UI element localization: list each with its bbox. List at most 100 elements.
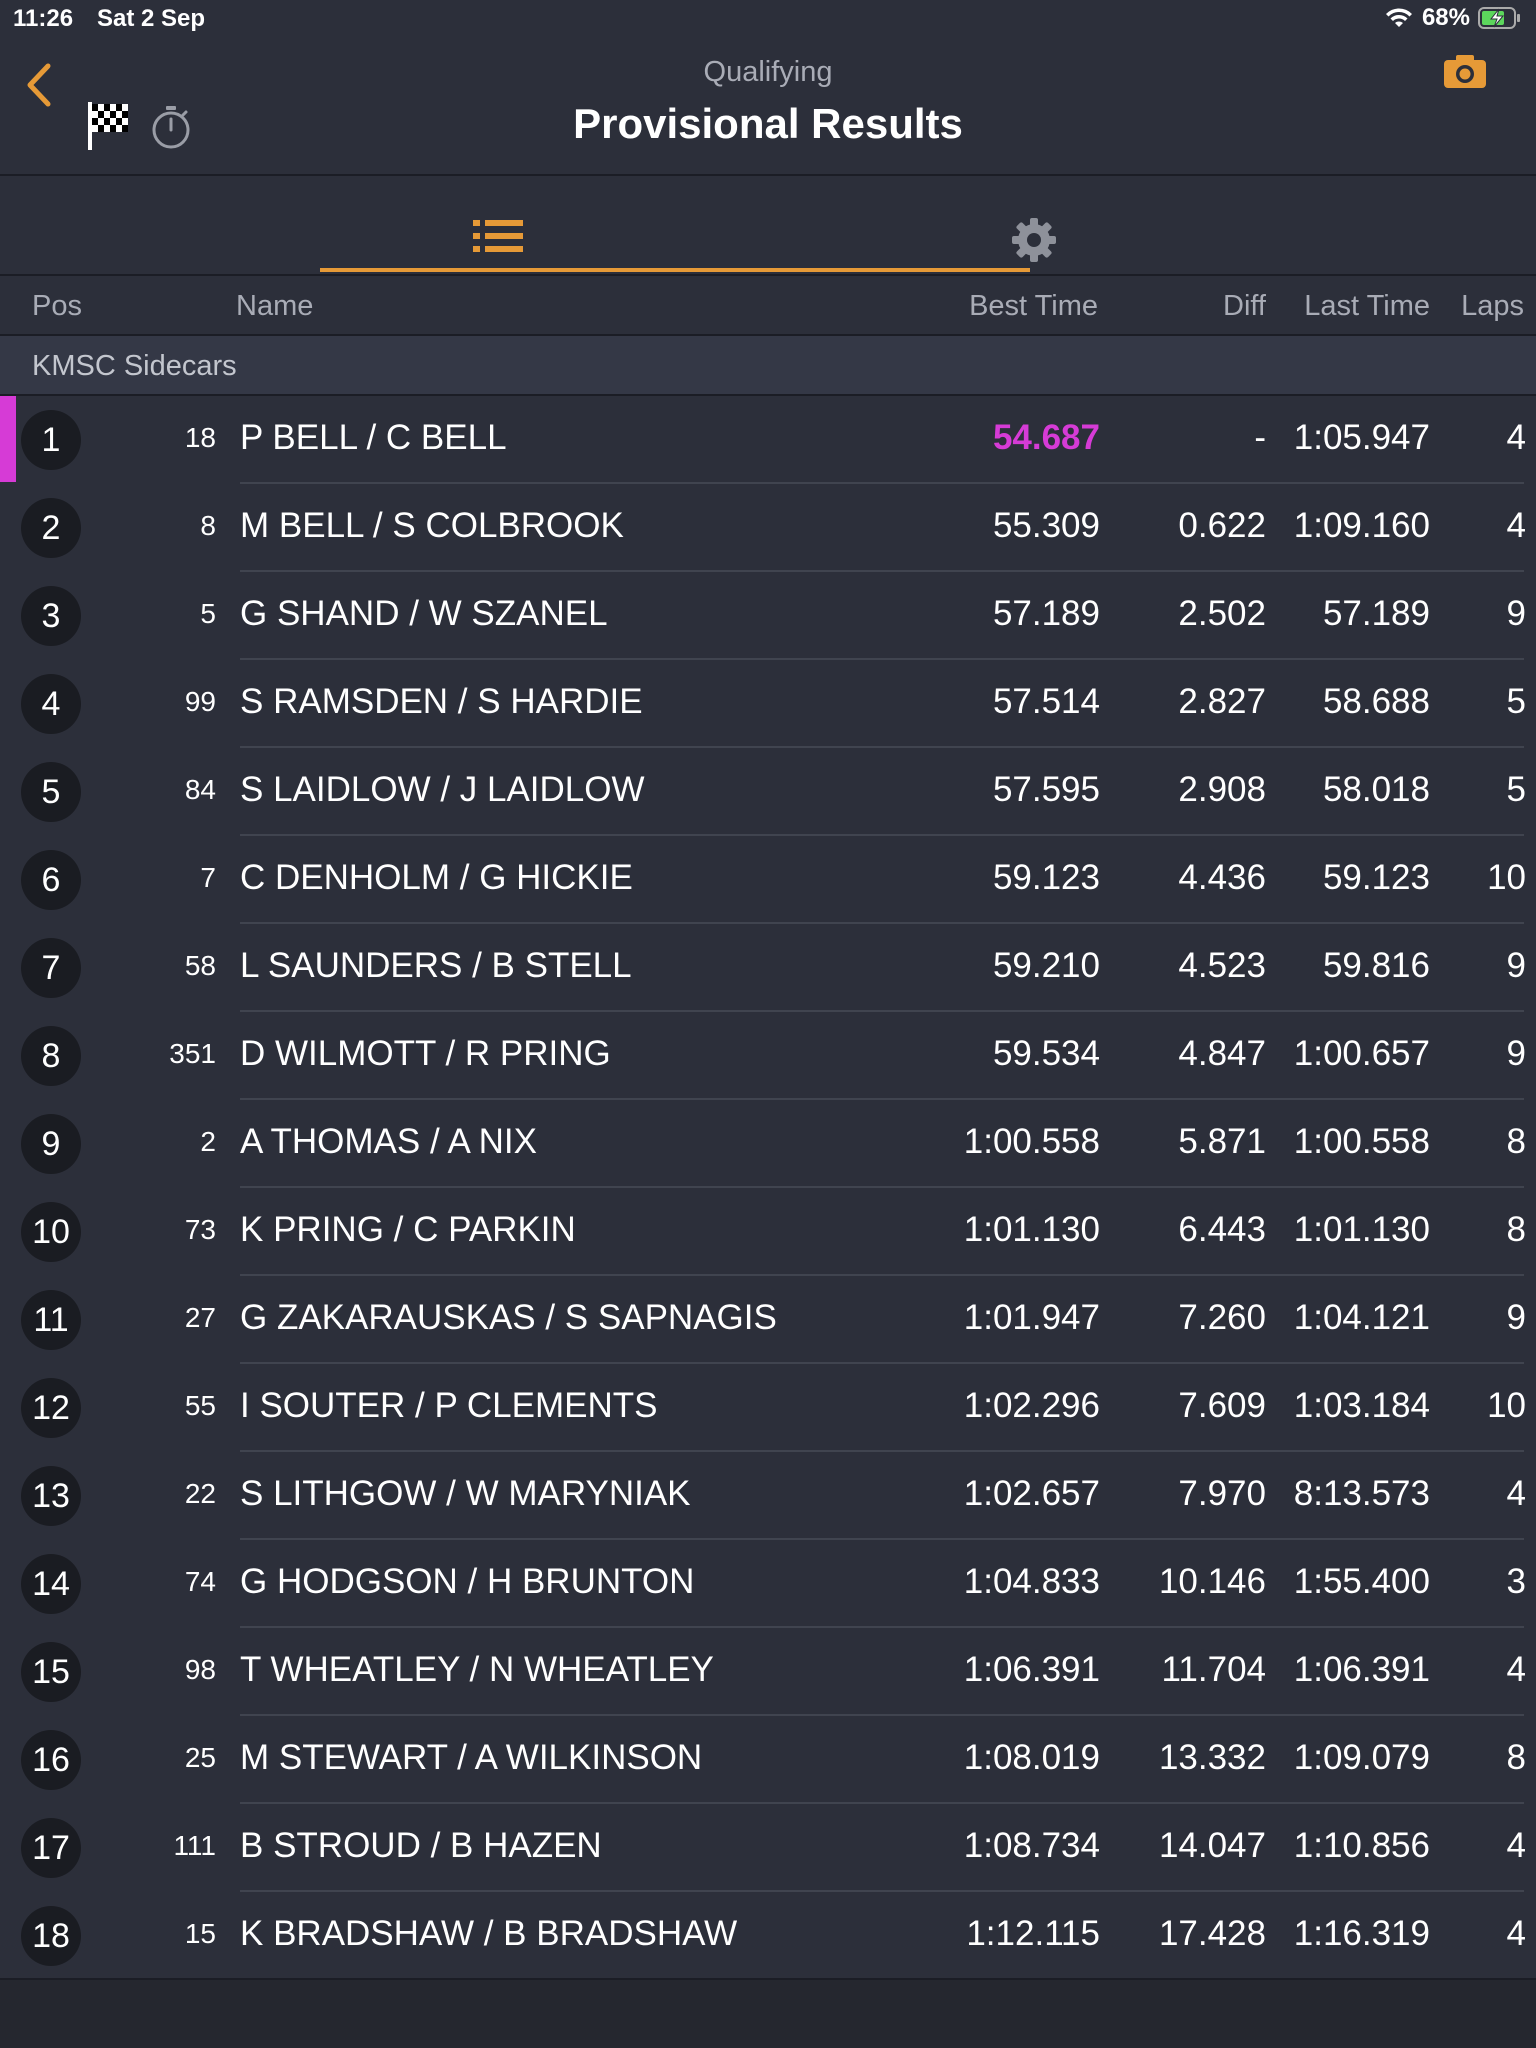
table-row[interactable]: 1 18 P BELL / C BELL 54.687 -1:05.947 4 [0,396,1536,484]
laps: 4 [1506,1826,1526,1865]
best-time: 59.534 [992,1034,1100,1073]
last-time: 59.123 [1322,858,1430,897]
position-badge: 15 [21,1642,81,1702]
camera-button[interactable] [1442,52,1488,95]
fastest-marker [0,396,16,482]
last-time: 1:16.319 [1293,1914,1430,1953]
position-badge: 9 [21,1114,81,1174]
table-row[interactable]: 15 98 T WHEATLEY / N WHEATLEY 1:06.391 11.70… [0,1628,1536,1716]
laps: 10 [1487,1386,1526,1425]
table-row[interactable]: 16 25 M STEWART / A WILKINSON 1:08.019 13.33… [0,1716,1536,1804]
table-row[interactable]: 13 22 S LITHGOW / W MARYNIAK 1:02.657 7.970 8… [0,1452,1536,1540]
header: Qualifying Provisional Results [0,40,1536,176]
laps: 8 [1506,1210,1526,1249]
table-row[interactable]: 18 15 K BRADSHAW / B BRADSHAW 1:12.115 17.42… [0,1892,1536,1980]
best-time: 1:02.657 [963,1474,1100,1513]
laps: 10 [1487,858,1526,897]
last-time: 1:00.657 [1293,1034,1430,1073]
tab-results-list[interactable] [320,176,710,274]
position-badge: 8 [21,1026,81,1086]
best-time: 57.514 [992,682,1100,721]
stopwatch-icon[interactable] [150,104,192,150]
table-row[interactable]: 10 73 K PRING / C PARKIN 1:01.130 6.443 1:01.… [0,1188,1536,1276]
gap-diff: 10.146 [1158,1562,1266,1601]
gear-icon [1012,218,1056,262]
table-row[interactable]: 6 7 C DENHOLM / G HICKIE 59.123 4.436 59.123 1… [0,836,1536,924]
last-time: 59.816 [1322,946,1430,985]
status-right: 68% [1384,4,1522,32]
table-row[interactable]: 8 351 D WILMOTT / R PRING 59.534 4.847 1:00.6… [0,1012,1536,1100]
laps: 9 [1506,1298,1526,1337]
gap-diff: 14.047 [1158,1826,1266,1865]
col-last-time: Last Time [1304,290,1430,322]
status-bar: 11:26 Sat 2 Sep 68% [0,0,1536,40]
position-badge: 3 [21,586,81,646]
results-table: 1 18 P BELL / C BELL 54.687-1:05.947 4 2 8 M BE… [0,396,1536,1980]
laps: 4 [1506,1914,1526,1953]
best-time: 1:04.833 [963,1562,1100,1601]
gap-diff: 4.436 [1178,858,1266,897]
list-icon [473,220,523,252]
table-row[interactable]: 9 2 A THOMAS / A NIX 1:00.558 5.871 1:00.558 8 [0,1100,1536,1188]
competitor-number: 15 [184,1918,216,1949]
table-row[interactable]: 17 111 B STROUD / B HAZEN 1:08.734 14.047 1:1… [0,1804,1536,1892]
last-time: 1:55.400 [1293,1562,1430,1601]
competitor-number: 55 [184,1390,216,1421]
best-time: 1:01.130 [963,1210,1100,1249]
table-row[interactable]: 2 8 M BELL / S COLBROOK 55.309 0.622 1:09.160… [0,484,1536,572]
best-time: 1:01.947 [963,1298,1100,1337]
last-time: 58.018 [1322,770,1430,809]
checkered-flag-icon [88,102,128,150]
competitor-number: 27 [184,1302,216,1333]
laps: 5 [1506,682,1526,721]
gap-diff: 13.332 [1158,1738,1266,1777]
camera-icon [1444,55,1486,88]
competitor-name: G HODGSON / H BRUNTON [240,1562,695,1601]
competitor-name: K PRING / C PARKIN [240,1210,576,1249]
competitor-name: S LITHGOW / W MARYNIAK [240,1474,691,1513]
best-time: 1:12.115 [966,1914,1100,1953]
col-best-time: Best Time [969,290,1098,322]
class-name: KMSC Sidecars [32,350,237,382]
laps: 4 [1506,506,1526,545]
last-time: 1:06.391 [1293,1650,1430,1689]
table-row[interactable]: 4 99 S RAMSDEN / S HARDIE 57.514 2.827 58.688… [0,660,1536,748]
laps: 3 [1506,1562,1526,1601]
last-time: 58.688 [1322,682,1430,721]
laps: 9 [1506,946,1526,985]
table-row[interactable]: 5 84 S LAIDLOW / J LAIDLOW 57.595 2.908 58.01… [0,748,1536,836]
table-row[interactable]: 7 58 L SAUNDERS / B STELL 59.210 4.523 59.816… [0,924,1536,1012]
competitor-number: 73 [184,1214,216,1245]
competitor-number: 2 [200,1126,216,1157]
table-row[interactable]: 14 74 G HODGSON / H BRUNTON 1:04.833 10.146 1… [0,1540,1536,1628]
status-date: Sat 2 Sep [97,5,206,32]
col-laps: Laps [1461,290,1524,322]
table-row[interactable]: 12 55 I SOUTER / P CLEMENTS 1:02.296 7.609 1:… [0,1364,1536,1452]
gap-diff: - [1254,418,1266,457]
competitor-name: L SAUNDERS / B STELL [240,946,632,985]
gap-diff: 2.502 [1178,594,1266,633]
tab-settings[interactable] [1010,216,1058,269]
best-time: 1:00.558 [963,1122,1100,1161]
competitor-name: G SHAND / W SZANEL [240,594,608,633]
table-row[interactable]: 3 5 G SHAND / W SZANEL 57.189 2.502 57.189 9 [0,572,1536,660]
competitor-number: 351 [169,1038,216,1069]
battery-percent: 68% [1421,4,1470,31]
position-badge: 17 [21,1818,81,1878]
back-button[interactable] [20,60,60,110]
last-time: 1:10.856 [1293,1826,1430,1865]
competitor-number: 8 [200,510,216,541]
competitor-name: S RAMSDEN / S HARDIE [240,682,643,721]
competitor-number: 84 [184,774,216,805]
position-badge: 4 [21,674,81,734]
best-time: 1:08.734 [963,1826,1100,1865]
position-badge: 18 [21,1906,81,1966]
class-section-header: KMSC Sidecars [0,336,1536,396]
position-badge: 11 [21,1290,81,1350]
competitor-name: I SOUTER / P CLEMENTS [240,1386,658,1425]
competitor-name: B STROUD / B HAZEN [240,1826,602,1865]
gap-diff: 2.908 [1178,770,1266,809]
competitor-name: M BELL / S COLBROOK [240,506,624,545]
position-badge: 16 [21,1730,81,1790]
table-row[interactable]: 11 27 G ZAKARAUSKAS / S SAPNAGIS 1:01.947 7.… [0,1276,1536,1364]
